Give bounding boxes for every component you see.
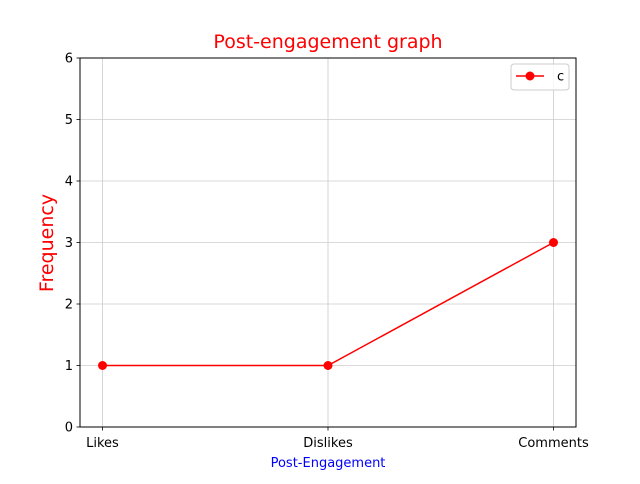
legend-marker-swatch [525,71,535,81]
y-tick-label: 0 [65,421,73,436]
series-layer [98,238,558,370]
data-point-marker [549,238,558,247]
legend-box [510,63,570,91]
legend: c [510,63,570,91]
y-tick-label: 4 [65,175,73,190]
y-axis-label: Frequency [36,194,58,292]
x-tick-label: Dislikes [303,436,353,451]
tick-marks: 0 1 2 3 4 5 6 Likes Dislikes Comments [65,52,589,452]
x-axis-label: Post-Engagement [271,456,386,471]
chart-title: Post-engagement graph [213,31,442,53]
x-tick-label: Likes [86,436,119,451]
y-tick-label: 2 [65,298,73,313]
data-point-marker [323,361,333,370]
y-tick-label: 5 [65,113,73,128]
y-tick-label: 6 [65,52,73,67]
y-tick-label: 1 [65,359,73,374]
x-tick-label: Comments [518,436,589,451]
legend-series-label: c [557,70,564,85]
data-point-marker [98,361,107,370]
y-tick-label: 3 [65,236,73,251]
